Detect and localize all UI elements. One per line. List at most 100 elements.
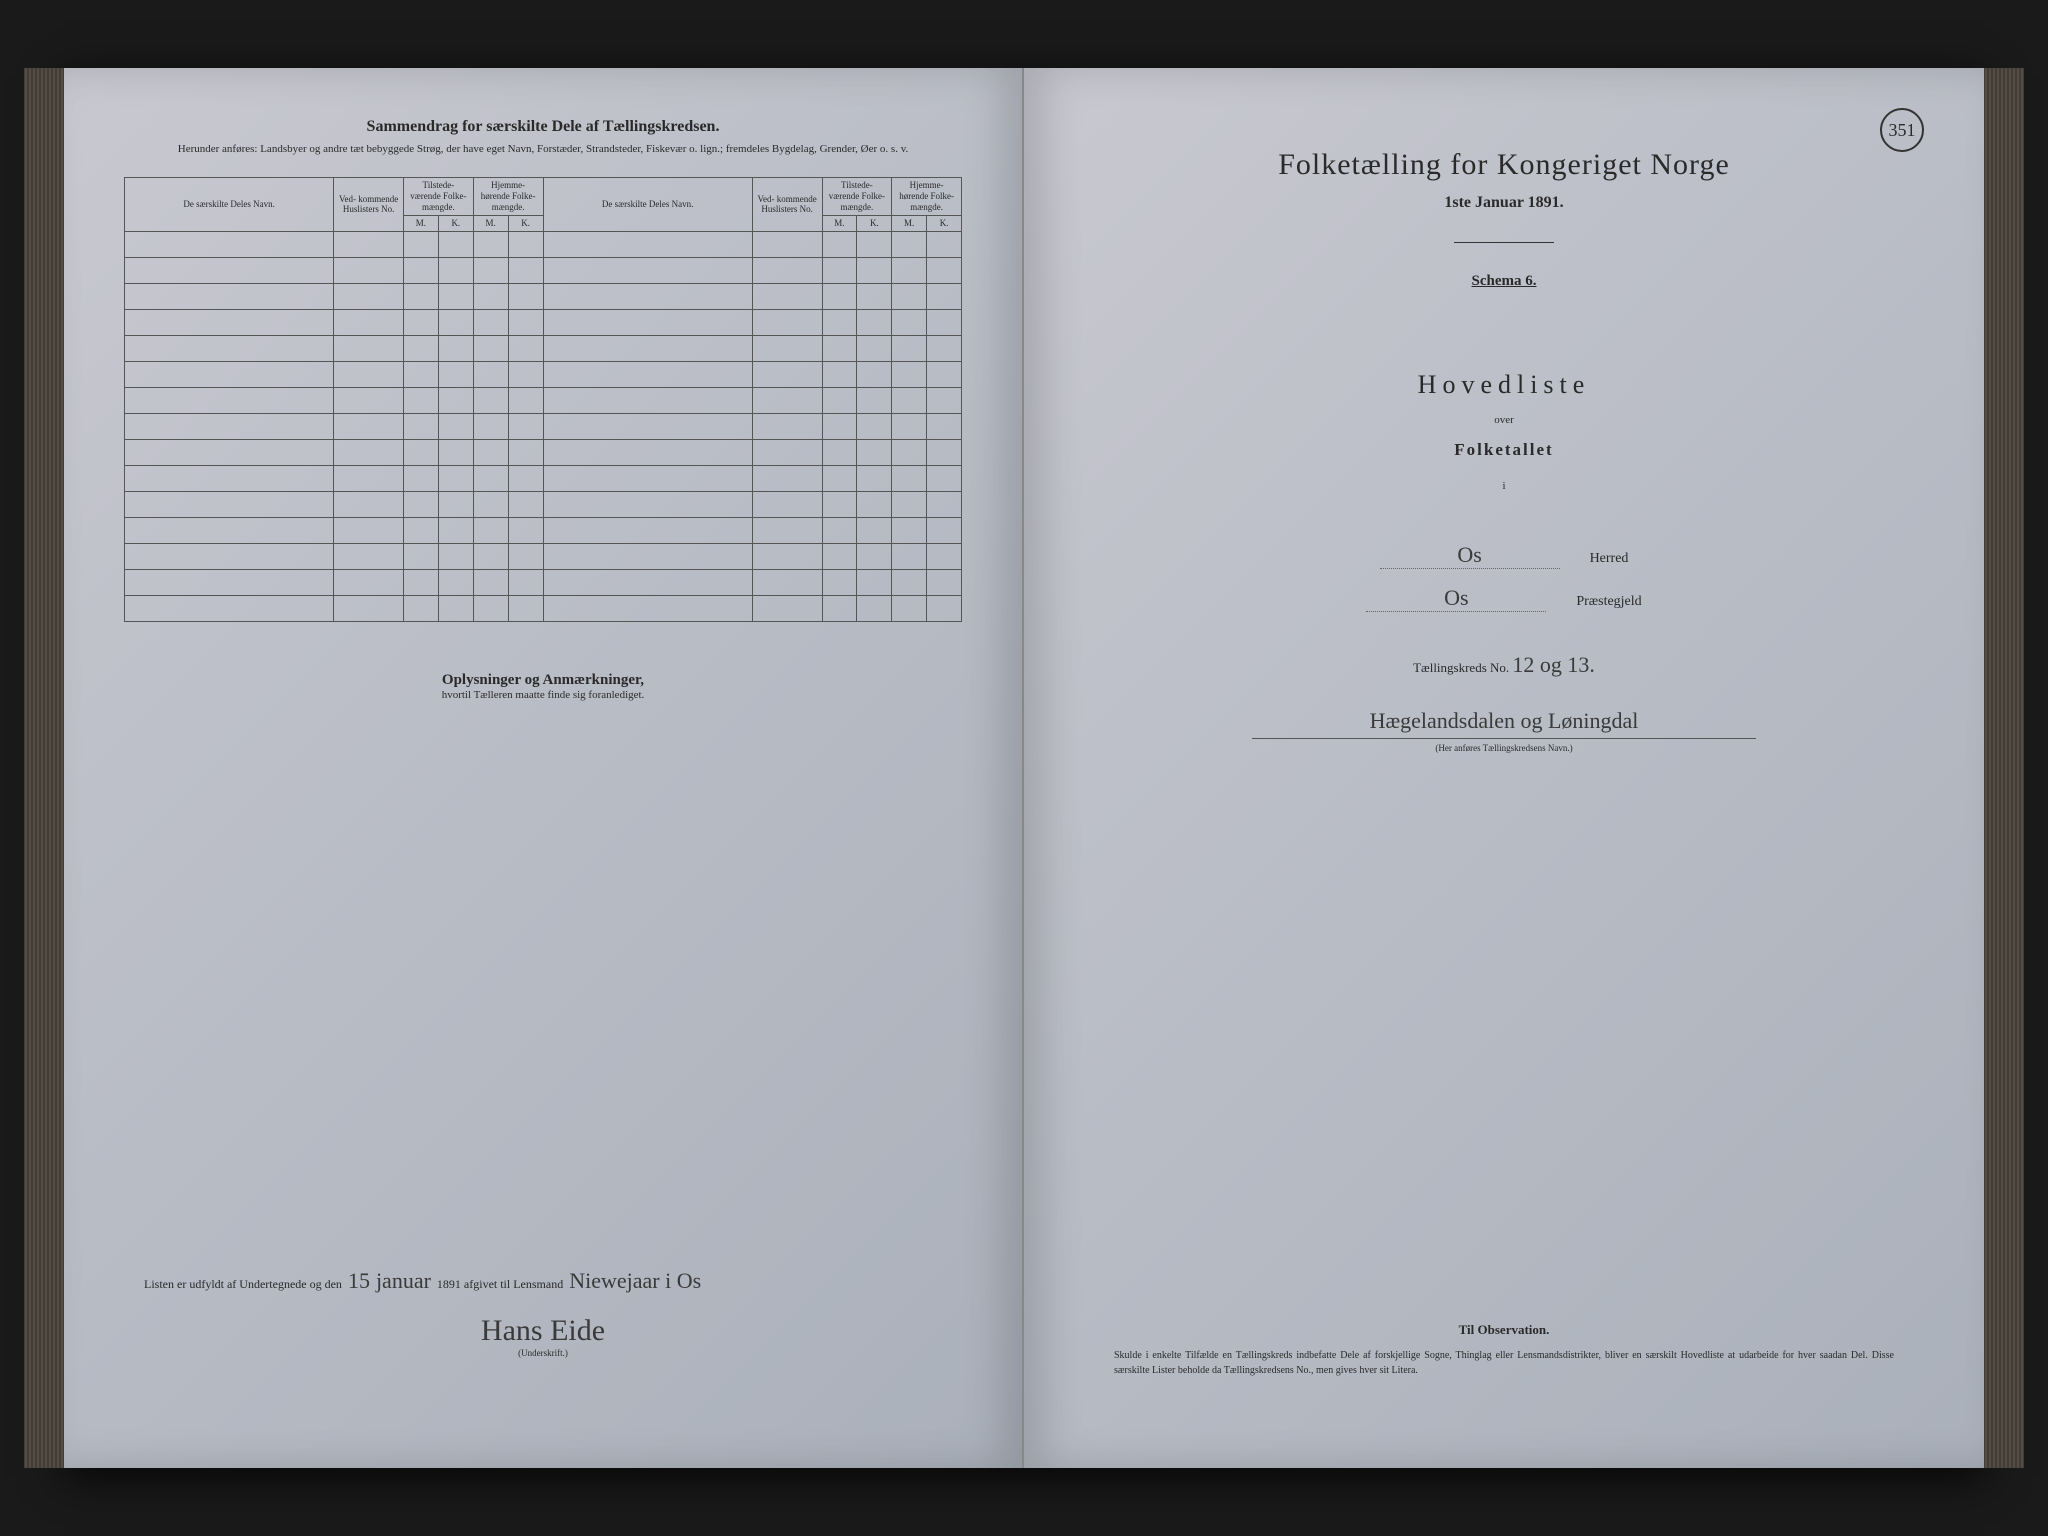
table-row xyxy=(125,257,962,283)
col-huslister-2: Ved- kommende Huslisters No. xyxy=(752,178,822,231)
herred-value: Os xyxy=(1380,542,1560,569)
table-cell xyxy=(334,387,404,413)
table-cell xyxy=(822,309,857,335)
table-row xyxy=(125,413,962,439)
table-cell xyxy=(543,283,752,309)
observation-block: Til Observation. Skulde i enkelte Tilfæl… xyxy=(1114,1322,1894,1378)
table-cell xyxy=(404,439,439,465)
table-cell xyxy=(892,517,927,543)
remarks-section: Oplysninger og Anmærkninger, hvortil Tæl… xyxy=(124,672,962,701)
table-cell xyxy=(822,413,857,439)
kreds-name: Hægelandsdalen og Løningdal xyxy=(1370,708,1639,733)
left-title: Sammendrag for særskilte Dele af Tælling… xyxy=(124,118,962,136)
census-table: De særskilte Deles Navn. Ved- kommende H… xyxy=(124,177,962,621)
table-cell xyxy=(892,309,927,335)
table-cell xyxy=(404,517,439,543)
observation-title: Til Observation. xyxy=(1114,1322,1894,1338)
table-cell xyxy=(334,309,404,335)
table-cell xyxy=(404,283,439,309)
table-cell xyxy=(334,335,404,361)
col-name-2: De særskilte Deles Navn. xyxy=(543,178,752,231)
table-cell xyxy=(438,231,473,257)
table-cell xyxy=(438,465,473,491)
sig-day: 15 xyxy=(348,1268,370,1294)
table-row xyxy=(125,465,962,491)
signature-line: Listen er udfyldt af Undertegnede og den… xyxy=(144,1268,942,1294)
col-huslister-1: Ved- kommende Huslisters No. xyxy=(334,178,404,231)
table-cell xyxy=(438,491,473,517)
table-cell xyxy=(543,361,752,387)
table-cell xyxy=(473,361,508,387)
table-cell xyxy=(892,439,927,465)
table-cell xyxy=(125,569,334,595)
table-cell xyxy=(508,569,543,595)
table-cell xyxy=(857,257,892,283)
table-cell xyxy=(822,257,857,283)
table-cell xyxy=(892,569,927,595)
table-cell xyxy=(857,231,892,257)
table-cell xyxy=(927,231,962,257)
table-cell xyxy=(543,309,752,335)
table-cell xyxy=(438,387,473,413)
table-cell xyxy=(927,309,962,335)
table-cell xyxy=(927,517,962,543)
table-cell xyxy=(508,439,543,465)
table-cell xyxy=(543,257,752,283)
table-cell xyxy=(473,413,508,439)
table-row xyxy=(125,387,962,413)
table-cell xyxy=(438,517,473,543)
table-cell xyxy=(473,335,508,361)
col-m: M. xyxy=(822,215,857,231)
table-cell xyxy=(927,595,962,621)
table-cell xyxy=(334,491,404,517)
schema-label: Schema 6. xyxy=(1084,273,1924,290)
table-cell xyxy=(822,439,857,465)
table-cell xyxy=(125,491,334,517)
table-row xyxy=(125,361,962,387)
hovedliste: Hovedliste xyxy=(1084,370,1924,400)
table-cell xyxy=(752,491,822,517)
table-row xyxy=(125,231,962,257)
signature-section: Listen er udfyldt af Undertegnede og den… xyxy=(144,1268,942,1358)
table-cell xyxy=(404,595,439,621)
date-line: 1ste Januar 1891. xyxy=(1084,194,1924,212)
folketallet: Folketallet xyxy=(1084,440,1924,460)
sig-lensmand: Niewejaar i Os xyxy=(569,1268,701,1294)
table-cell xyxy=(752,335,822,361)
signature-name-block: Hans Eide (Underskrift.) xyxy=(144,1314,942,1358)
sig-month: januar xyxy=(376,1268,431,1294)
table-cell xyxy=(334,517,404,543)
table-cell xyxy=(473,543,508,569)
table-cell xyxy=(857,309,892,335)
col-k: K. xyxy=(857,215,892,231)
table-cell xyxy=(857,387,892,413)
table-cell xyxy=(438,543,473,569)
table-cell xyxy=(125,595,334,621)
table-cell xyxy=(334,413,404,439)
table-cell xyxy=(125,465,334,491)
main-title: Folketælling for Kongeriget Norge xyxy=(1084,148,1924,182)
divider-1 xyxy=(1454,242,1554,243)
table-cell xyxy=(404,387,439,413)
signature-name: Hans Eide xyxy=(481,1314,605,1347)
table-row xyxy=(125,569,962,595)
table-cell xyxy=(438,413,473,439)
table-cell xyxy=(752,413,822,439)
table-cell xyxy=(404,543,439,569)
table-cell xyxy=(334,231,404,257)
table-cell xyxy=(334,361,404,387)
table-cell xyxy=(857,361,892,387)
table-cell xyxy=(334,543,404,569)
table-cell xyxy=(404,335,439,361)
table-cell xyxy=(125,257,334,283)
table-cell xyxy=(438,569,473,595)
table-cell xyxy=(125,517,334,543)
col-k: K. xyxy=(438,215,473,231)
table-cell xyxy=(508,517,543,543)
col-m: M. xyxy=(892,215,927,231)
table-cell xyxy=(404,231,439,257)
table-header: De særskilte Deles Navn. Ved- kommende H… xyxy=(125,178,962,231)
table-cell xyxy=(892,231,927,257)
table-cell xyxy=(822,569,857,595)
kreds-name-block: Hægelandsdalen og Løningdal xyxy=(1252,708,1756,739)
